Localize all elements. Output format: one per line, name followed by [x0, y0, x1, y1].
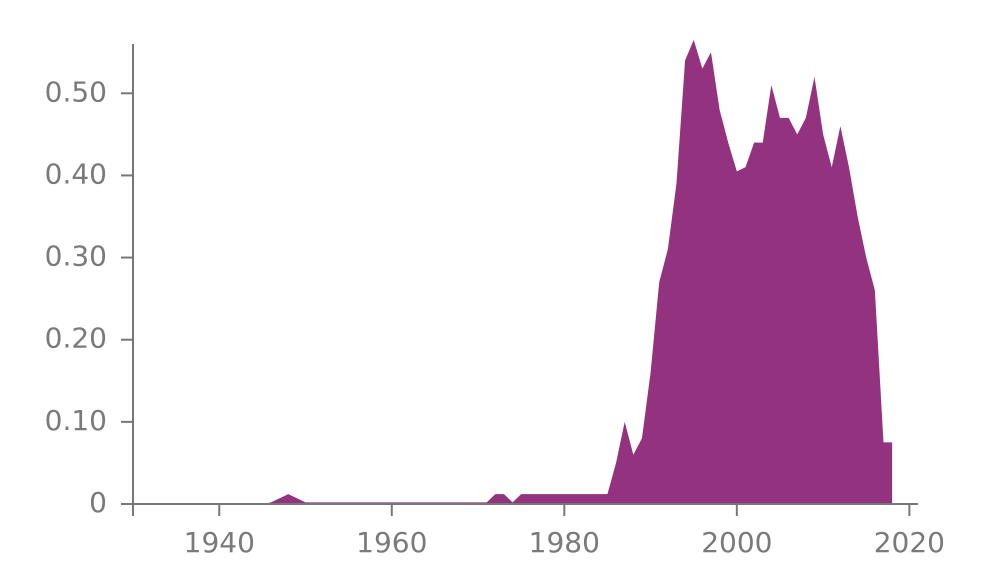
x-tick-label: 2020 [874, 526, 945, 559]
y-tick-label: 0.30 [45, 240, 107, 273]
y-tick-label: 0 [89, 486, 107, 519]
x-tick-label: 1980 [529, 526, 600, 559]
area [262, 39, 893, 505]
y-tick-label: 0.40 [45, 157, 107, 190]
x-tick-label: 1960 [356, 526, 427, 559]
y-tick-label: 0.50 [45, 75, 107, 108]
x-tick-label: 1940 [184, 526, 255, 559]
y-tick-label: 0.10 [45, 404, 107, 437]
y-tick-label: 0.20 [45, 322, 107, 355]
x-tick-label: 2000 [701, 526, 772, 559]
